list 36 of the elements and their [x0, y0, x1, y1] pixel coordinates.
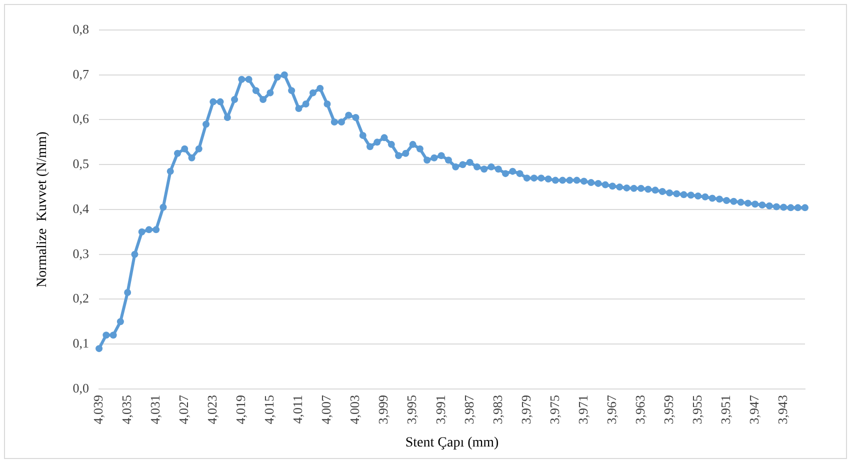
x-tick-label: 4,019 — [233, 394, 248, 424]
y-tick-label: 0,5 — [72, 156, 90, 172]
x-tick-label: 4,007 — [318, 394, 334, 424]
y-tick-label: 0,0 — [72, 380, 90, 396]
x-axis-title: Stent Çapı (mm) — [405, 435, 500, 450]
x-tick-label: 3,955 — [689, 394, 704, 424]
x-tick-label: 4,015 — [262, 394, 277, 424]
x-tick-label: 3,995 — [404, 394, 420, 424]
x-tick-label: 3,999 — [376, 394, 391, 424]
x-tick-label: 3,943 — [775, 394, 790, 424]
x-tick-label: 3,951 — [718, 394, 733, 424]
x-tick-label: 4,027 — [176, 394, 192, 424]
x-tick-label: 4,031 — [148, 394, 163, 424]
x-tick-label: 3,987 — [461, 394, 476, 424]
x-tick-label: 3,991 — [432, 394, 448, 424]
y-tick-label: 0,1 — [72, 336, 90, 351]
x-tick-label: 4,003 — [347, 394, 362, 424]
x-tick-label: 4,035 — [118, 394, 134, 424]
y-tick-label: 0,7 — [72, 66, 90, 82]
y-axis-title: Normalize Kuvvet (N/mm) — [35, 131, 50, 288]
x-tick-label: 3,971 — [575, 394, 590, 424]
x-tick-label: 3,959 — [660, 394, 676, 424]
x-tick-label: 4,011 — [290, 394, 306, 424]
y-tick-label: 0,8 — [72, 21, 90, 36]
x-tick-label: 3,983 — [490, 394, 505, 424]
x-tick-label: 4,023 — [204, 394, 220, 424]
x-tick-label: 3,975 — [546, 394, 562, 424]
y-tick-label: 0,6 — [72, 111, 90, 126]
x-tick-label: 3,967 — [604, 394, 619, 424]
y-tick-label: 0,4 — [72, 200, 90, 216]
x-tick-label: 3,963 — [632, 394, 648, 424]
y-tick-label: 0,3 — [72, 246, 90, 261]
x-tick-label: 4,039 — [90, 394, 106, 424]
x-tick-label: 3,979 — [518, 394, 534, 424]
x-tick-label: 3,947 — [746, 394, 762, 424]
y-tick-label: 0,2 — [72, 290, 90, 306]
